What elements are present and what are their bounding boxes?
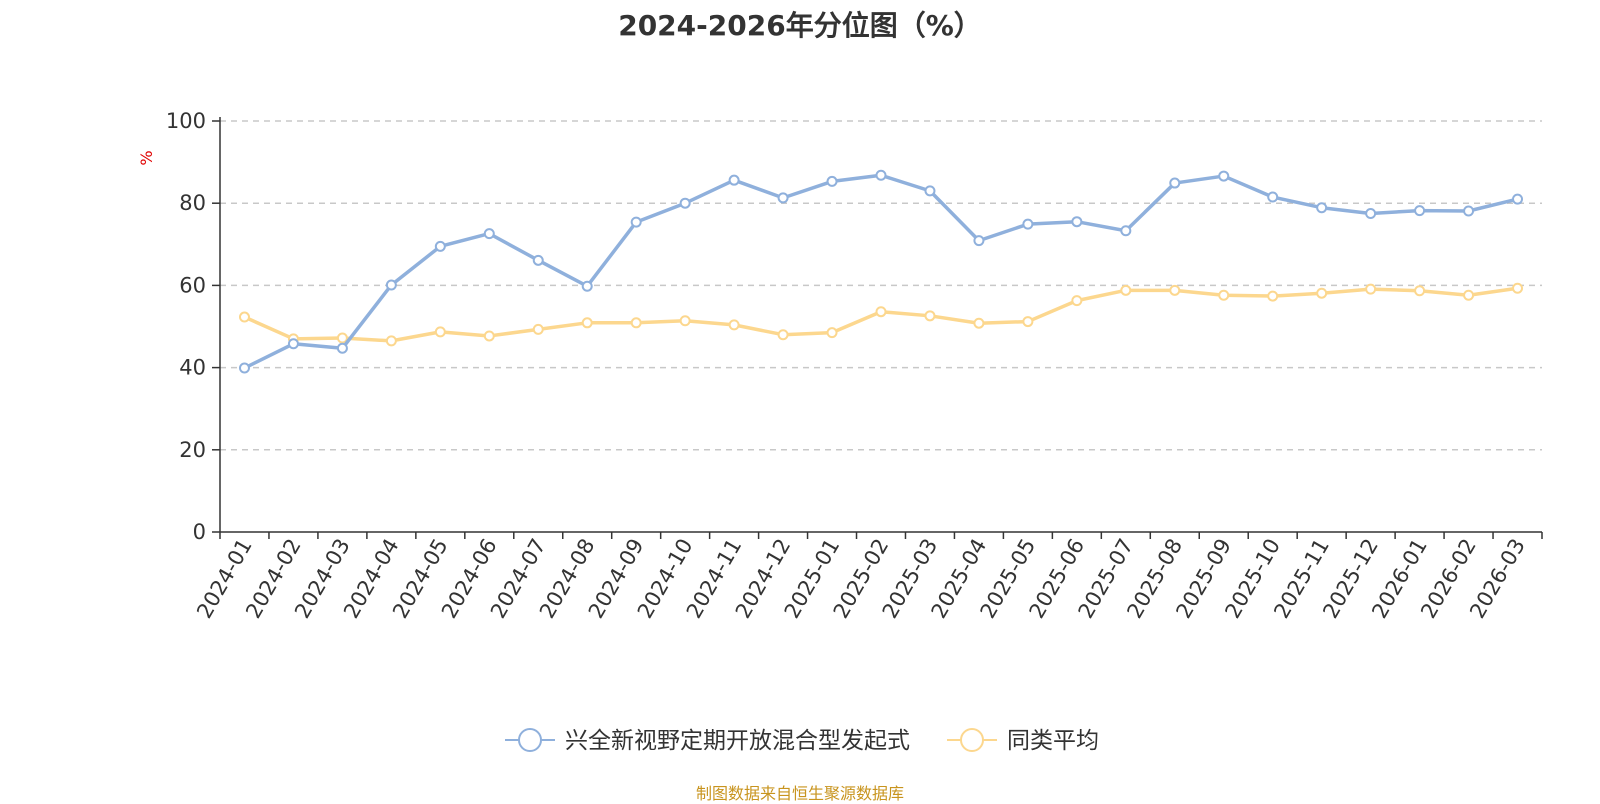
data-point (875, 169, 887, 181)
y-axis: 0 20 40 60 80 100 (166, 109, 221, 544)
data-point (826, 327, 838, 339)
data-point (1463, 289, 1475, 301)
data-point (728, 174, 740, 186)
data-point (1512, 193, 1524, 205)
data-point (1414, 285, 1426, 297)
y-tick-label: 100 (166, 109, 206, 133)
series-layer (238, 169, 1524, 374)
data-point (924, 310, 936, 322)
y-tick-label: 0 (193, 520, 206, 544)
y-axis-unit-label: % (137, 150, 156, 165)
data-point (385, 335, 397, 347)
x-axis: 2024-012024-022024-032024-042024-052024-… (192, 531, 1543, 622)
data-point (238, 362, 250, 374)
data-point (728, 319, 740, 331)
legend[interactable]: 兴全新视野定期开放混合型发起式 同类平均 (505, 728, 1099, 754)
data-point (973, 235, 985, 247)
data-point (973, 317, 985, 329)
grid-lines (220, 120, 1542, 451)
data-point (630, 216, 642, 228)
legend-marker-icon (960, 728, 984, 752)
data-point (1218, 170, 1230, 182)
data-point (1169, 177, 1181, 189)
data-point (1316, 202, 1328, 214)
data-point (238, 311, 250, 323)
data-point (1414, 205, 1426, 217)
data-point (532, 323, 544, 335)
data-point (679, 315, 691, 327)
legend-item[interactable]: 兴全新视野定期开放混合型发起式 (505, 728, 910, 754)
data-point (875, 306, 887, 318)
data-point (434, 240, 446, 252)
y-tick-label: 40 (179, 356, 206, 380)
data-point (1365, 207, 1377, 219)
data-point (1071, 216, 1083, 228)
legend-item[interactable]: 同类平均 (947, 728, 1099, 754)
data-point (1512, 282, 1524, 294)
data-point (1120, 225, 1132, 237)
data-point (483, 228, 495, 240)
series-line (243, 173, 1518, 370)
data-point (581, 317, 593, 329)
legend-marker-icon (518, 728, 542, 752)
data-point (287, 338, 299, 350)
y-tick-label: 80 (179, 191, 206, 215)
data-point (1022, 218, 1034, 230)
data-point (777, 329, 789, 341)
data-point (336, 342, 348, 354)
data-point (385, 279, 397, 291)
data-point (434, 326, 446, 338)
data-point (336, 332, 348, 344)
data-point (1218, 289, 1230, 301)
legend-label: 兴全新视野定期开放混合型发起式 (565, 728, 910, 754)
data-point (1169, 284, 1181, 296)
data-point (1071, 295, 1083, 307)
data-point (1267, 191, 1279, 203)
data-source-note: 制图数据来自恒生聚源数据库 (695, 784, 904, 803)
data-point (532, 254, 544, 266)
data-point (1365, 283, 1377, 295)
data-point (1022, 316, 1034, 328)
data-point (483, 330, 495, 342)
data-point (924, 185, 936, 197)
data-point (1267, 290, 1279, 302)
data-point (777, 192, 789, 204)
data-point (630, 317, 642, 329)
legend-label: 同类平均 (1007, 728, 1099, 754)
chart-title: 2024-2026年分位图（%） (618, 9, 982, 42)
data-point (679, 197, 691, 209)
y-tick-label: 20 (179, 438, 206, 462)
data-point (581, 280, 593, 292)
y-tick-label: 60 (179, 273, 206, 297)
data-point (1463, 205, 1475, 217)
data-point (1316, 287, 1328, 299)
data-point (826, 175, 838, 187)
data-point (1120, 284, 1132, 296)
